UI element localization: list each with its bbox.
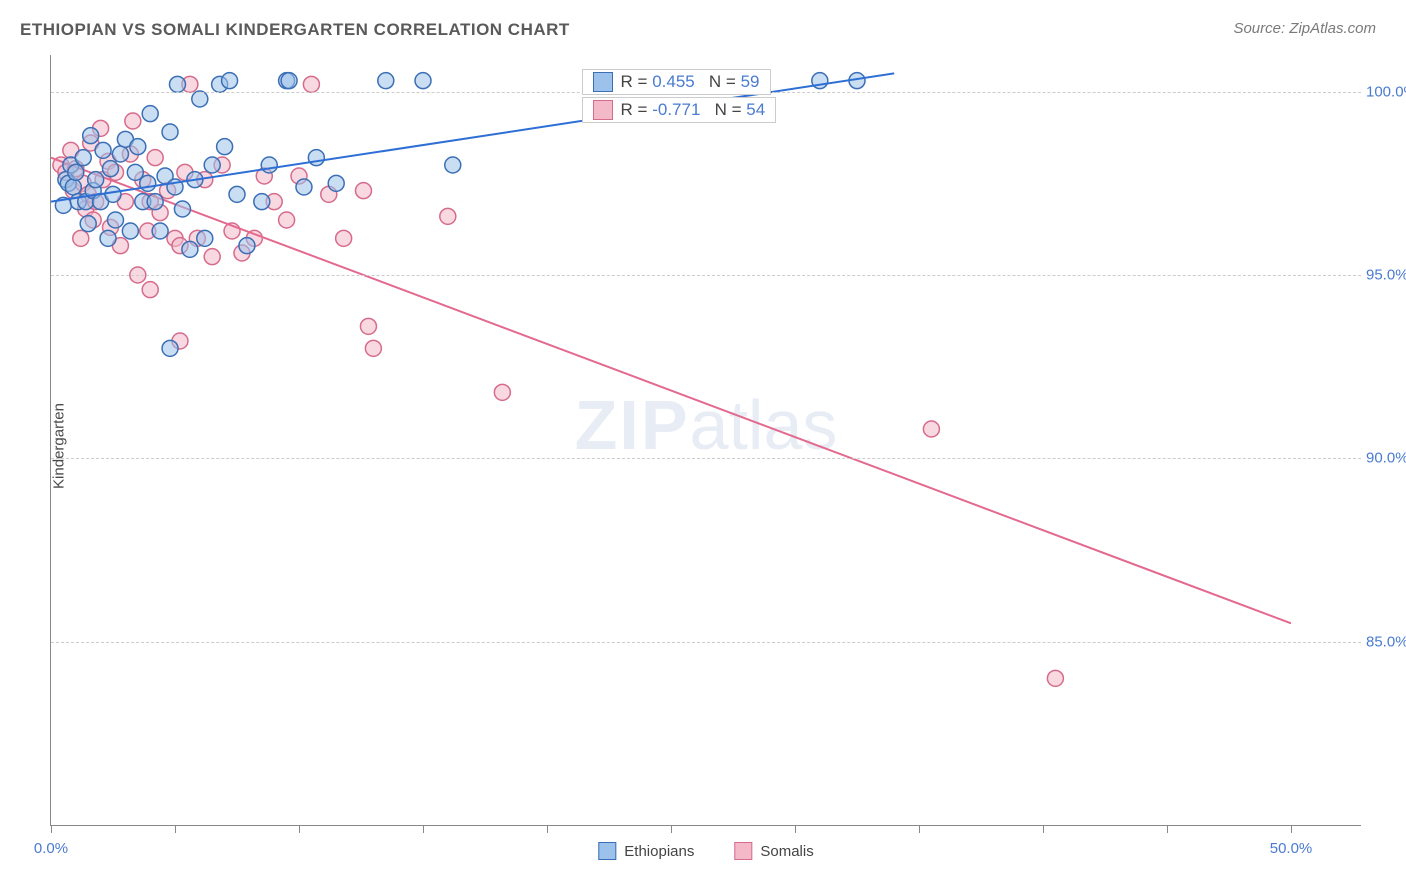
scatter-point-ethiopians (112, 146, 128, 162)
plot-area: ZIPatlas 85.0%90.0%95.0%100.0%0.0%50.0%E… (50, 55, 1361, 826)
scatter-point-ethiopians (239, 238, 255, 254)
scatter-point-ethiopians (100, 230, 116, 246)
scatter-point-ethiopians (107, 212, 123, 228)
scatter-point-ethiopians (122, 223, 138, 239)
scatter-point-ethiopians (192, 91, 208, 107)
gridline (51, 275, 1361, 276)
scatter-point-somalis (303, 76, 319, 92)
scatter-point-ethiopians (80, 216, 96, 232)
scatter-point-somalis (365, 340, 381, 356)
y-tick-label: 90.0% (1366, 450, 1406, 467)
stats-swatch (593, 100, 613, 120)
scatter-point-ethiopians (140, 175, 156, 191)
scatter-point-somalis (355, 183, 371, 199)
stats-swatch (593, 72, 613, 92)
scatter-point-somalis (336, 230, 352, 246)
legend-label: Somalis (760, 843, 813, 860)
scatter-point-ethiopians (445, 157, 461, 173)
scatter-point-ethiopians (378, 73, 394, 89)
x-tick (1043, 825, 1044, 833)
stats-text: R = 0.455 N = 59 (621, 72, 760, 92)
scatter-svg (51, 55, 1361, 825)
scatter-point-somalis (204, 249, 220, 265)
scatter-point-ethiopians (204, 157, 220, 173)
scatter-point-ethiopians (65, 179, 81, 195)
scatter-point-ethiopians (105, 186, 121, 202)
source-label: Source: ZipAtlas.com (1233, 20, 1376, 37)
scatter-point-ethiopians (162, 124, 178, 140)
legend-swatch (734, 842, 752, 860)
x-tick (1167, 825, 1168, 833)
scatter-point-somalis (494, 384, 510, 400)
scatter-point-ethiopians (174, 201, 190, 217)
scatter-point-ethiopians (281, 73, 297, 89)
scatter-point-ethiopians (254, 194, 270, 210)
scatter-point-ethiopians (130, 139, 146, 155)
scatter-point-somalis (1047, 670, 1063, 686)
scatter-point-ethiopians (152, 223, 168, 239)
legend-label: Ethiopians (624, 843, 694, 860)
scatter-point-ethiopians (68, 164, 84, 180)
legend-item-ethiopians: Ethiopians (598, 842, 694, 860)
x-tick (671, 825, 672, 833)
chart-container: ETHIOPIAN VS SOMALI KINDERGARTEN CORRELA… (0, 0, 1406, 892)
scatter-point-somalis (73, 230, 89, 246)
legend-bottom: Ethiopians Somalis (598, 842, 813, 860)
x-tick (299, 825, 300, 833)
x-tick (547, 825, 548, 833)
trend-line-somalis (51, 158, 1291, 624)
scatter-point-ethiopians (217, 139, 233, 155)
scatter-point-ethiopians (162, 340, 178, 356)
gridline (51, 458, 1361, 459)
scatter-point-somalis (923, 421, 939, 437)
scatter-point-ethiopians (261, 157, 277, 173)
scatter-point-ethiopians (75, 150, 91, 166)
scatter-point-ethiopians (169, 76, 185, 92)
scatter-point-ethiopians (182, 241, 198, 257)
scatter-point-ethiopians (88, 172, 104, 188)
x-tick (795, 825, 796, 833)
scatter-point-ethiopians (222, 73, 238, 89)
stats-box-ethiopians: R = 0.455 N = 59 (582, 69, 771, 95)
x-tick-label: 50.0% (1270, 840, 1313, 857)
x-tick (51, 825, 52, 833)
x-tick-label: 0.0% (34, 840, 68, 857)
stats-text: R = -0.771 N = 54 (621, 100, 766, 120)
scatter-point-somalis (142, 282, 158, 298)
scatter-point-ethiopians (197, 230, 213, 246)
x-tick (919, 825, 920, 833)
scatter-point-ethiopians (328, 175, 344, 191)
scatter-point-ethiopians (415, 73, 431, 89)
y-tick-label: 85.0% (1366, 633, 1406, 650)
scatter-point-somalis (147, 150, 163, 166)
scatter-point-somalis (440, 208, 456, 224)
scatter-point-ethiopians (147, 194, 163, 210)
scatter-point-ethiopians (95, 142, 111, 158)
x-tick (423, 825, 424, 833)
scatter-point-ethiopians (308, 150, 324, 166)
legend-swatch (598, 842, 616, 860)
stats-box-somalis: R = -0.771 N = 54 (582, 97, 777, 123)
scatter-point-ethiopians (229, 186, 245, 202)
scatter-point-somalis (125, 113, 141, 129)
x-tick (175, 825, 176, 833)
chart-title: ETHIOPIAN VS SOMALI KINDERGARTEN CORRELA… (20, 20, 570, 40)
x-tick (1291, 825, 1292, 833)
legend-item-somalis: Somalis (734, 842, 813, 860)
scatter-point-ethiopians (296, 179, 312, 195)
y-tick-label: 95.0% (1366, 267, 1406, 284)
scatter-point-somalis (279, 212, 295, 228)
gridline (51, 642, 1361, 643)
scatter-point-ethiopians (142, 106, 158, 122)
scatter-point-ethiopians (83, 128, 99, 144)
y-tick-label: 100.0% (1366, 83, 1406, 100)
scatter-point-ethiopians (103, 161, 119, 177)
scatter-point-somalis (360, 318, 376, 334)
